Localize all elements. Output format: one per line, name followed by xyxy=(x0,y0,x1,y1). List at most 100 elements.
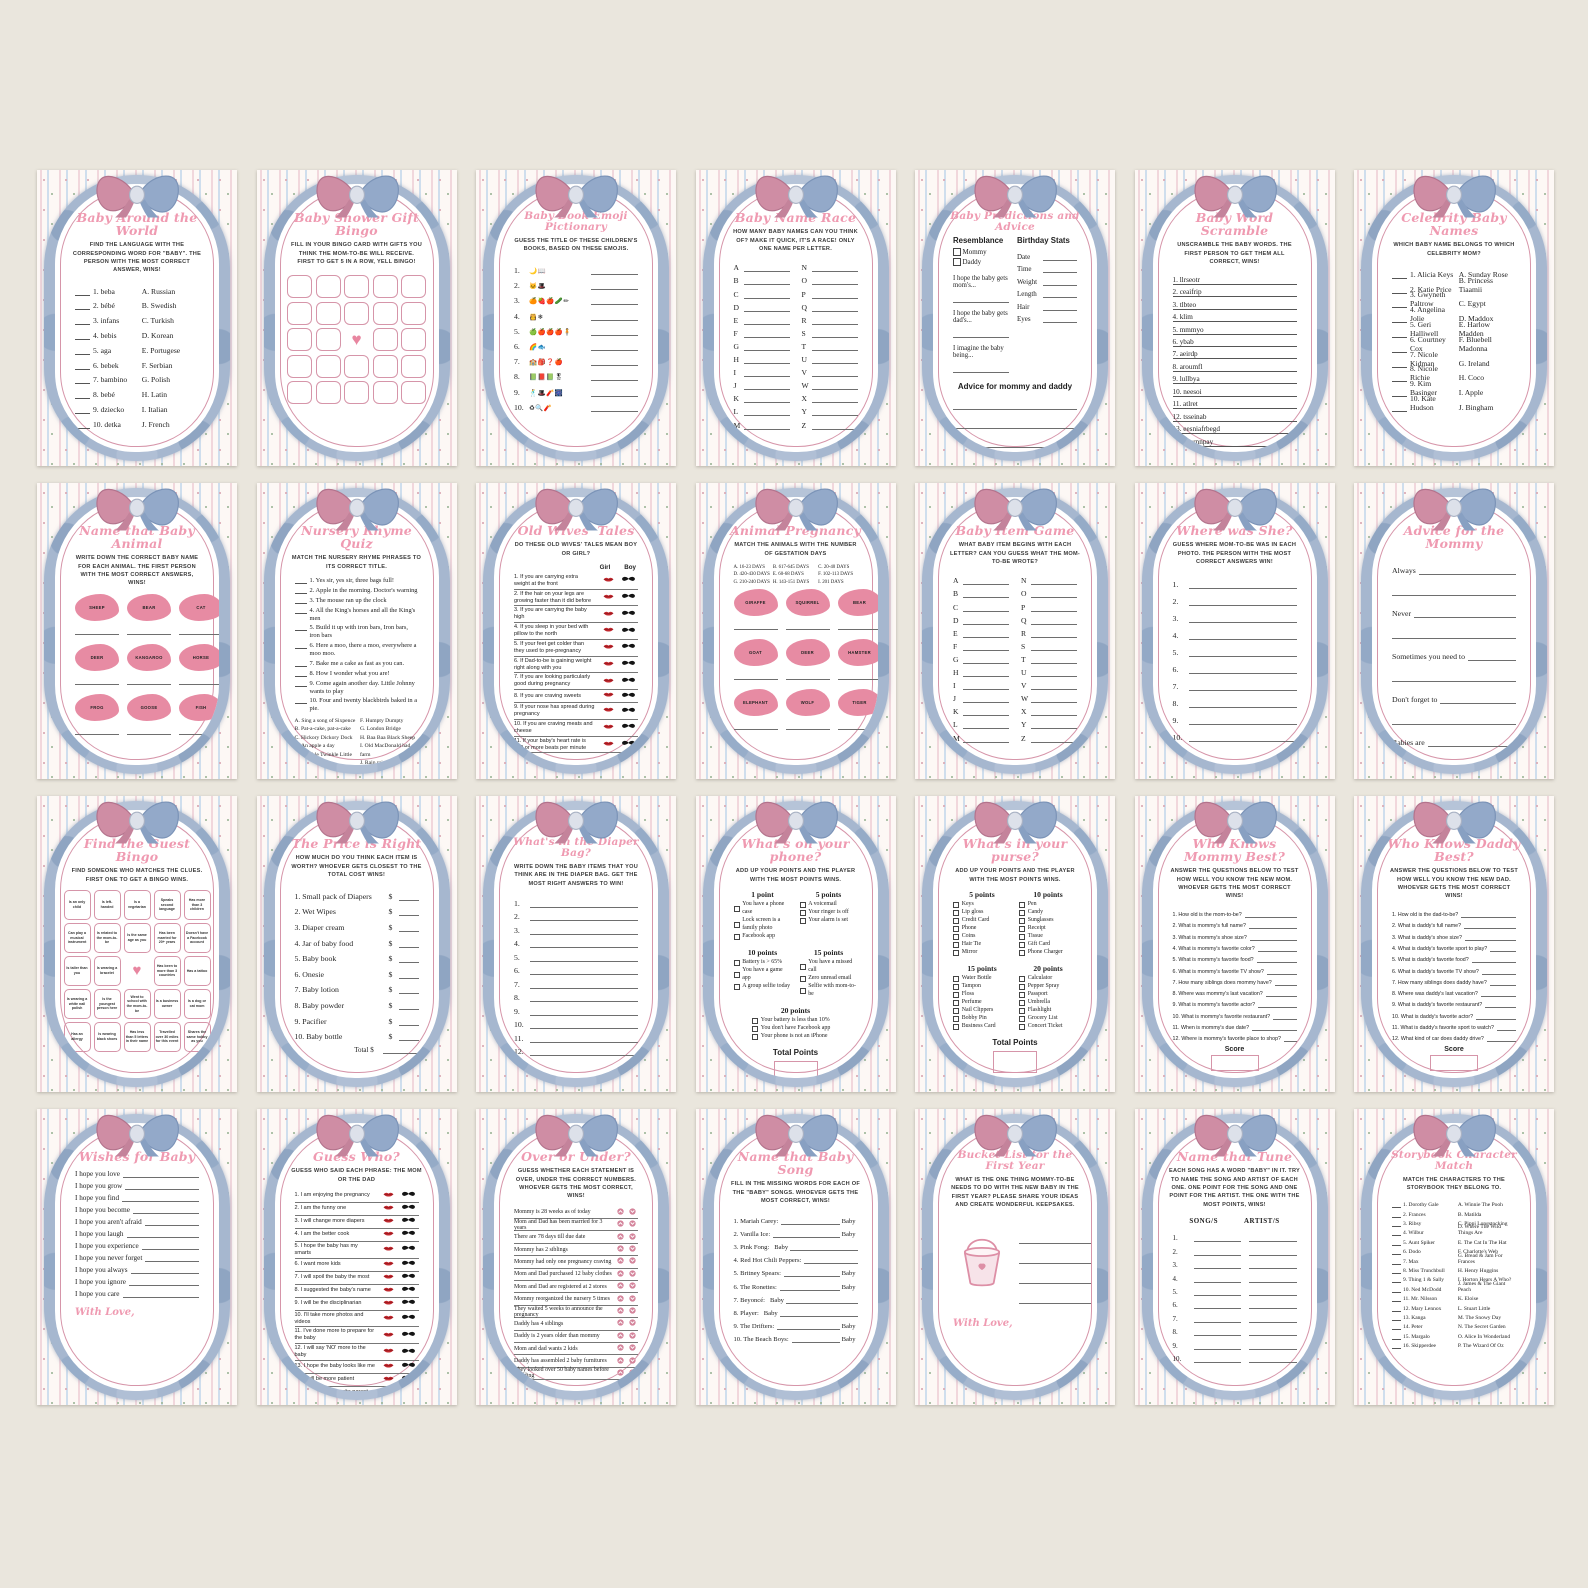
stat-row: Time xyxy=(1017,261,1077,274)
mustache-icon xyxy=(401,1230,416,1239)
answer-blank xyxy=(75,301,90,311)
option-label: C. Pippi Longstocking xyxy=(1457,1220,1508,1227)
answer-line xyxy=(811,408,858,417)
card-subtitle: WRITE DOWN THE BABY ITEMS THAT YOU THINK… xyxy=(513,864,639,887)
letter-label: W xyxy=(1021,694,1029,704)
letter-label: O xyxy=(801,276,807,286)
mustache-icon xyxy=(621,740,636,749)
option-label: H. Baa Baa Black Sheep xyxy=(359,734,416,741)
letter-label: R xyxy=(801,315,807,325)
bucket-icon xyxy=(953,1233,1011,1294)
numbered-line: 9. xyxy=(1173,708,1297,726)
letter-label: Y xyxy=(801,407,807,417)
letter-label: K xyxy=(733,394,739,404)
checkbox xyxy=(733,971,740,978)
option-label: A. Russian xyxy=(141,286,176,296)
lips-icon xyxy=(383,1273,394,1282)
answer-blank xyxy=(294,648,307,650)
mom-cell xyxy=(379,1191,399,1200)
checklist-item: Mirror xyxy=(953,949,1011,957)
animal-cell: FROG xyxy=(75,693,119,735)
animal-label: GOAT xyxy=(749,649,762,655)
answer-line xyxy=(963,630,1009,638)
checklist-item: You don't have Facebook app xyxy=(752,1025,839,1033)
bow-icon xyxy=(749,170,843,219)
scramble-row: 7. aeirdp xyxy=(1172,347,1297,360)
checkbox xyxy=(1019,999,1026,1006)
card-inner: Old Wives' Tales DO THESE OLD WIVES' TALE… xyxy=(494,497,658,765)
item-number: 2. xyxy=(514,281,520,291)
answer-line xyxy=(953,421,1077,429)
point-section: 20 points Your battery is less than 10% Yo… xyxy=(752,1006,839,1041)
answer-column: A. Winnie The Pooh B. Matilda C. Pippi Lon… xyxy=(1458,1199,1516,1349)
tale-text: 9. If your nose has spread during pregna… xyxy=(514,704,595,718)
list-item: L. Stuart Little xyxy=(1458,1302,1516,1312)
tune-row: 4. xyxy=(1173,1269,1297,1283)
letter-label: X xyxy=(1021,707,1027,717)
game-card-price-is-right: The Price is Right HOW MUCH DO YOU THINK … xyxy=(256,796,457,1092)
under-icon xyxy=(628,1270,636,1279)
letter-row: V xyxy=(1021,677,1077,691)
item-label: 1. beba xyxy=(93,286,115,296)
letter-label: U xyxy=(1021,668,1027,678)
mustache-icon xyxy=(401,1191,416,1200)
bow-icon xyxy=(90,796,184,845)
item-number: 7. xyxy=(514,357,520,367)
mom-cell xyxy=(379,1314,399,1323)
card-subtitle: FIND THE LANGUAGE WITH THE CORRESPONDING… xyxy=(72,242,202,274)
answer-line xyxy=(1188,717,1297,726)
checklist-item: You have a game app xyxy=(733,967,792,983)
under-icon xyxy=(628,1356,636,1366)
tale-text: 4. If you sleep in your bed with pillow … xyxy=(514,624,589,638)
card-body: 1. beba 2. bébé 3. infans 4. bebis 5. aga 6. … xyxy=(55,278,219,429)
statement-text: Mommy reorganized the nursery 5 times xyxy=(514,1296,610,1303)
checkbox xyxy=(953,933,960,940)
option-label: I. Old MacDonald had a farm xyxy=(359,743,415,758)
phrase-row: 8. I suggested the baby's name xyxy=(294,1285,419,1298)
mom-cell xyxy=(379,1375,399,1384)
animal-label: SQUIRREL xyxy=(795,599,820,605)
point-section: 15 points Water Bottle Tampon Floss Perfume N… xyxy=(953,964,1011,1031)
tune-row: 9. xyxy=(1173,1336,1297,1350)
item-number: 3. xyxy=(1172,614,1179,624)
phrase-text: 13. I hope the baby looks like me xyxy=(294,1363,375,1370)
list-item: 6. Courtney Cox xyxy=(1392,335,1454,353)
currency-symbol: $ xyxy=(388,938,393,948)
quiz-phrase: 1. Yes sir, yes sir, three bags full! xyxy=(309,577,395,585)
lips-icon xyxy=(603,740,614,749)
numbered-line: 6. xyxy=(1173,657,1297,675)
quiz-item: 3. The mouse ran up the clock xyxy=(294,597,419,605)
answer-line xyxy=(1188,649,1297,658)
card-body: I hope you love I hope you grow I hope you… xyxy=(55,1163,219,1318)
clue-cell: Is a vegetarian xyxy=(123,890,151,921)
under-icon xyxy=(628,1282,636,1291)
answer-line xyxy=(1188,700,1297,709)
scrambled-word: 4. klim xyxy=(1172,313,1193,322)
wish-row: I hope you ignore xyxy=(75,1274,199,1287)
answer-line xyxy=(1440,696,1516,705)
phrase-row: 9. I will be the disciplinarian xyxy=(294,1298,419,1311)
currency-symbol: $ xyxy=(388,1016,393,1026)
animal-label: BEAR xyxy=(852,599,867,605)
bingo-cell xyxy=(401,381,426,405)
letter-label: L xyxy=(953,720,958,730)
card-inner: Name that Baby Animal WRITE DOWN THE CORR… xyxy=(55,497,219,765)
song-row: 9. The Drifters: Baby xyxy=(734,1317,858,1331)
list-item: 3. Gwyneth Paltrow xyxy=(1392,290,1454,309)
scramble-row: 9. lullbya xyxy=(1172,372,1297,385)
scramble-row: 1. llrseotr xyxy=(1172,272,1297,285)
answer-line xyxy=(132,1206,199,1215)
answer-line xyxy=(1392,717,1516,726)
statement-text: Daddy is 2 years older than mommy xyxy=(514,1333,600,1340)
item-label: Lock screen is a family photo xyxy=(742,916,781,931)
over-icon xyxy=(616,1257,624,1266)
answer-line xyxy=(743,422,790,430)
game-card-predictions-advice: Baby Predictions and Advice Resemblance Mo… xyxy=(915,170,1115,466)
card-body: With Love, xyxy=(933,1213,1097,1329)
animal-label: WOLF xyxy=(800,699,815,705)
points-heading: 20 points xyxy=(1033,963,1063,973)
card-title: Baby Word Scramble xyxy=(1195,210,1274,239)
bingo-cell xyxy=(315,301,341,325)
clue-cell: Is wearing a white nail polish xyxy=(63,989,91,1020)
answer-line xyxy=(75,727,119,735)
